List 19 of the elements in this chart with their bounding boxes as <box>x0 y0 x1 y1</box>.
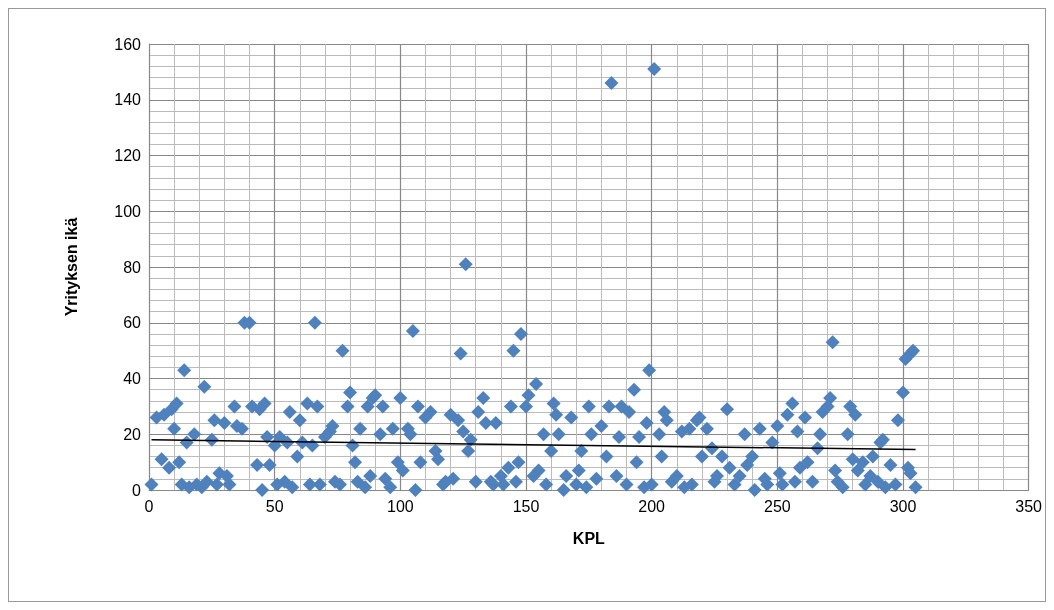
y-tick-label: 0 <box>132 481 142 499</box>
y-tick-label: 80 <box>123 258 142 276</box>
y-tick-label: 60 <box>123 314 142 332</box>
x-axis-title: KPL <box>572 529 606 547</box>
y-tick-label: 140 <box>114 91 142 109</box>
y-tick-label: 100 <box>114 202 142 220</box>
x-tick-label: 150 <box>512 497 540 515</box>
x-tick-label: 50 <box>265 497 284 515</box>
y-tick-label: 120 <box>114 147 142 164</box>
y-axis-title: Yrityksen ikä <box>62 217 80 317</box>
x-tick-label: 200 <box>638 497 666 515</box>
x-tick-label: 250 <box>763 497 791 515</box>
x-tick-label: 100 <box>386 497 414 515</box>
x-tick-label: 0 <box>144 497 154 515</box>
x-tick-label: 300 <box>889 497 917 515</box>
y-tick-label: 40 <box>123 370 142 387</box>
y-tick-label: 20 <box>123 425 142 443</box>
x-tick-label: 350 <box>1015 497 1043 515</box>
y-tick-label: 160 <box>114 35 142 53</box>
